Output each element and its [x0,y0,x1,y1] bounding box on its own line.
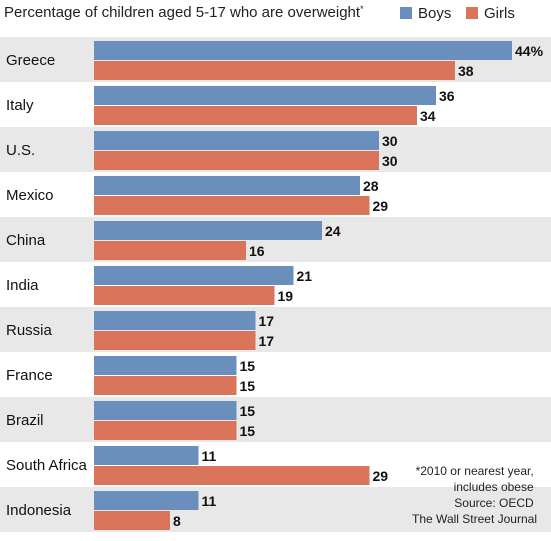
bar-girls-south-africa [94,466,370,485]
value-label-girls-russia: 17 [259,333,275,349]
value-label-girls-greece: 38 [458,63,474,79]
country-label: France [6,367,53,384]
row-band-brazil [0,397,551,442]
row-south-africa: South Africa 11 29 [6,446,388,485]
legend-label-girls: Girls [484,5,515,22]
footnote-line-4: The Wall Street Journal [412,512,537,526]
bar-boys-china [94,221,322,240]
country-label: Mexico [6,187,54,204]
row-u-s: U.S. 30 30 [6,131,398,170]
row-greece: Greece 44% 38 [6,41,544,80]
bar-boys-mexico [94,176,360,195]
bar-girls-brazil [94,421,237,440]
row-brazil: Brazil 15 15 [6,401,255,440]
bar-boys-india [94,266,294,285]
row-mexico: Mexico 28 29 [6,176,388,215]
value-label-boys-greece: 44% [515,43,544,59]
bar-boys-france [94,356,237,375]
bar-boys-italy [94,86,436,105]
value-label-girls-u-s: 30 [382,153,398,169]
value-label-boys-france: 15 [240,358,256,374]
value-label-girls-italy: 34 [420,108,436,124]
country-label: Russia [6,322,53,339]
chart-title: Percentage of children aged 5-17 who are… [4,4,364,21]
row-band-russia [0,307,551,352]
value-label-girls-indonesia: 8 [173,513,181,529]
country-label: U.S. [6,142,35,159]
value-label-girls-brazil: 15 [240,423,256,439]
footnote-line-1: *2010 or nearest year, [416,464,534,478]
country-label: Brazil [6,412,44,429]
bar-girls-indonesia [94,511,170,530]
value-label-boys-brazil: 15 [240,403,256,419]
bar-girls-china [94,241,246,260]
value-label-boys-china: 24 [325,223,341,239]
value-label-boys-mexico: 28 [363,178,379,194]
bar-girls-greece [94,61,455,80]
country-label: Greece [6,52,55,69]
country-label: China [6,232,46,249]
bar-boys-brazil [94,401,237,420]
bar-girls-italy [94,106,417,125]
bar-boys-u-s [94,131,379,150]
value-label-boys-u-s: 30 [382,133,398,149]
footnote-line-2: includes obese [454,480,534,494]
bar-boys-greece [94,41,512,60]
row-france: France 15 15 [6,356,255,395]
value-label-girls-south-africa: 29 [373,468,389,484]
legend-label-boys: Boys [418,5,451,22]
value-label-boys-india: 21 [297,268,313,284]
row-china: China 24 16 [6,221,341,260]
bar-girls-russia [94,331,256,350]
bar-girls-u-s [94,151,379,170]
bar-girls-france [94,376,237,395]
country-label: South Africa [6,457,88,474]
value-label-boys-italy: 36 [439,88,455,104]
row-indonesia: Indonesia 11 8 [6,491,217,530]
footnote: *2010 or nearest year, includes obese So… [412,464,537,526]
value-label-girls-france: 15 [240,378,256,394]
value-label-boys-south-africa: 11 [202,448,217,464]
value-label-girls-india: 19 [278,288,294,304]
value-label-boys-russia: 17 [259,313,275,329]
bar-boys-indonesia [94,491,199,510]
bar-boys-russia [94,311,256,330]
bar-girls-india [94,286,275,305]
legend-swatch-girls [466,7,478,19]
row-band-indonesia [0,487,551,532]
country-label: Indonesia [6,502,72,519]
value-label-girls-mexico: 29 [373,198,389,214]
bar-girls-mexico [94,196,370,215]
row-russia: Russia 17 17 [6,311,274,350]
row-bands [0,37,551,532]
country-label: Italy [6,97,34,114]
footnote-line-3: Source: OECD [454,496,534,510]
bar-boys-south-africa [94,446,199,465]
legend-swatch-boys [400,7,412,19]
country-label: India [6,277,39,294]
value-label-boys-indonesia: 11 [202,493,217,509]
legend: Boys Girls [400,5,515,22]
value-label-girls-china: 16 [249,243,265,259]
